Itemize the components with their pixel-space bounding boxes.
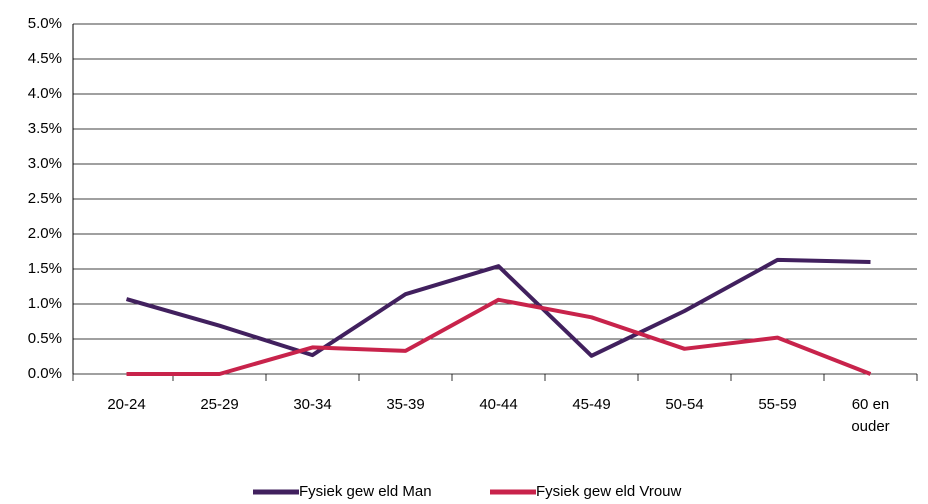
y-tick-label: 5.0% xyxy=(28,15,62,32)
y-tick-label: 1.0% xyxy=(28,295,62,312)
y-tick-label: 0.5% xyxy=(28,330,62,347)
y-tick-label: 4.5% xyxy=(28,50,62,67)
legend-label: Fysiek gew eld Vrouw xyxy=(536,483,682,500)
y-tick-label: 4.0% xyxy=(28,85,62,102)
x-tick-label: 30-34 xyxy=(293,396,332,413)
x-tick-label: 45-49 xyxy=(572,396,611,413)
x-tick-label: 35-39 xyxy=(386,396,425,413)
y-tick-label: 3.0% xyxy=(28,155,62,172)
series-line xyxy=(125,257,871,358)
legend-label: Fysiek gew eld Man xyxy=(299,483,432,500)
y-tick-label: 1.5% xyxy=(28,260,62,277)
x-tick-label: 55-59 xyxy=(758,396,797,413)
y-tick-label: 0.0% xyxy=(28,365,62,382)
x-tick-label: 50-54 xyxy=(665,396,704,413)
x-tick-label: 25-29 xyxy=(200,396,239,413)
y-tick-label: 3.5% xyxy=(28,120,62,137)
x-tick-label: 40-44 xyxy=(479,396,518,413)
x-tick-label: 20-24 xyxy=(107,396,146,413)
y-tick-label: 2.5% xyxy=(28,190,62,207)
y-tick-label: 2.0% xyxy=(28,225,62,242)
x-tick-label: 60 en ouder xyxy=(851,396,890,435)
series-line xyxy=(126,297,872,376)
